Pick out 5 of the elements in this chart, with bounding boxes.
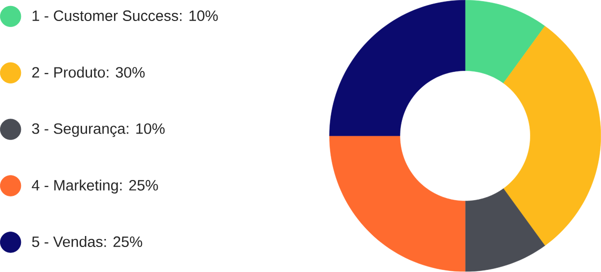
legend-label: 5 - Vendas: 25%	[32, 236, 142, 248]
legend-label: 4 - Marketing: 25%	[32, 180, 158, 194]
legend-label: 3 - Segurança: 10%	[32, 123, 165, 138]
legend-label: 1 - Customer Success: 10%	[32, 10, 218, 22]
legend-label: 2 - Produto: 30%	[32, 66, 145, 78]
